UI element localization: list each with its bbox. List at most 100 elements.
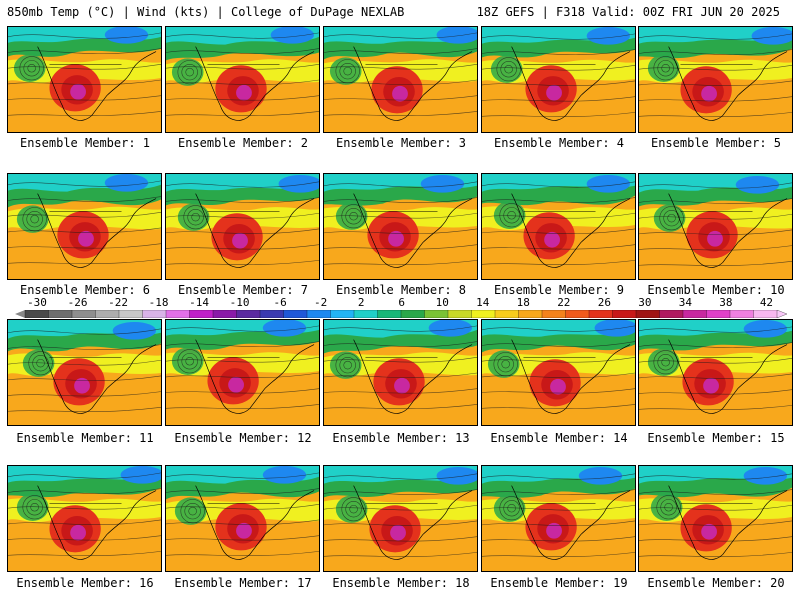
ensemble-member-label: Ensemble Member: 2 [177, 136, 309, 150]
colorbar-swatch [283, 310, 308, 318]
colorbar-tick-label: 42 [759, 296, 774, 309]
colorbar-tick-label: 6 [398, 296, 406, 309]
colorbar-swatch [706, 310, 731, 318]
ensemble-member-map [165, 173, 320, 280]
ensemble-member-map [481, 465, 636, 572]
colorbar-tick-label: -2 [314, 296, 328, 309]
colorbar-swatch [753, 310, 778, 318]
map-title: 850mb Temp (°C) | Wind (kts) | College o… [7, 5, 405, 19]
ensemble-member-label: Ensemble Member: 11 [16, 431, 154, 445]
colorbar-tick-label: 2 [357, 296, 365, 309]
temperature-map [8, 27, 161, 132]
ensemble-member-label: Ensemble Member: 10 [647, 283, 785, 297]
colorbar-swatch [95, 310, 120, 318]
colorbar-swatch [236, 310, 261, 318]
temperature-map [166, 174, 319, 279]
ensemble-member-label: Ensemble Member: 13 [332, 431, 470, 445]
ensemble-member-map [323, 173, 478, 280]
ensemble-member-label: Ensemble Member: 3 [335, 136, 467, 150]
temperature-map [324, 27, 477, 132]
colorbar-tick-label: -10 [229, 296, 250, 309]
colorbar-swatch [71, 310, 97, 318]
colorbar-swatch [682, 310, 708, 318]
colorbar-swatch [353, 310, 379, 318]
colorbar-tick-label: -30 [27, 296, 47, 309]
ensemble-member-map [481, 26, 636, 133]
ensemble-member-map [165, 465, 320, 572]
ensemble-member-label: Ensemble Member: 20 [647, 576, 785, 590]
colorbar-swatch [729, 310, 755, 318]
colorbar-swatch [24, 310, 50, 318]
ensemble-member-label: Ensemble Member: 8 [335, 283, 467, 297]
colorbar-swatch [494, 310, 520, 318]
colorbar-swatch [565, 310, 590, 318]
temperature-map [639, 466, 792, 571]
colorbar-swatch [518, 310, 543, 318]
temperature-map [639, 320, 792, 425]
colorbar-right-arrow [776, 310, 787, 318]
colorbar-swatch [447, 310, 473, 318]
ensemble-member-label: Ensemble Member: 18 [332, 576, 470, 590]
colorbar-swatch [541, 310, 567, 318]
colorbar-swatch [212, 310, 238, 318]
ensemble-member-label: Ensemble Member: 19 [490, 576, 628, 590]
ensemble-member-map [165, 319, 320, 426]
colorbar-swatch [142, 310, 167, 318]
ensemble-member-map [323, 319, 478, 426]
colorbar-tick-label: -14 [189, 296, 210, 309]
ensemble-member-map [481, 319, 636, 426]
colorbar-swatch [588, 310, 614, 318]
temperature-map [482, 466, 635, 571]
ensemble-member-map [7, 173, 162, 280]
colorbar-swatch [400, 310, 426, 318]
colorbar-tick-label: 22 [557, 296, 571, 309]
ensemble-member-map [638, 173, 793, 280]
temperature-map [8, 174, 161, 279]
colorbar-strip [15, 310, 787, 318]
temperature-map [166, 466, 319, 571]
temperature-map [639, 174, 792, 279]
ensemble-member-map [7, 465, 162, 572]
colorbar-swatch [189, 310, 214, 318]
ensemble-member-label: Ensemble Member: 16 [16, 576, 154, 590]
ensemble-member-map [638, 319, 793, 426]
run-valid-time: 18Z GEFS | F318 Valid: 00Z FRI JUN 20 20… [476, 5, 780, 19]
colorbar-tick-label: 14 [476, 296, 490, 309]
colorbar-tick-label: 10 [435, 296, 449, 309]
colorbar-tick-label: -6 [273, 296, 287, 309]
temperature-colorbar: -30 -26 -22 -18 -14 -10 -6 -2 2 6 10 14 18 22 26 30 34 38… [15, 296, 787, 322]
ensemble-member-label: Ensemble Member: 9 [493, 283, 625, 297]
ensemble-member-map [7, 26, 162, 133]
temperature-map [166, 320, 319, 425]
temperature-map [639, 27, 792, 132]
colorbar-tick-label: -26 [67, 296, 88, 309]
temperature-map [324, 174, 477, 279]
colorbar-tick-label: 30 [638, 296, 652, 309]
ensemble-member-map [323, 26, 478, 133]
colorbar-left-arrow [15, 310, 25, 318]
colorbar-tick-label: -18 [148, 296, 169, 309]
colorbar-tick-label: 38 [719, 296, 733, 309]
colorbar-swatch [259, 310, 285, 318]
colorbar-swatch [48, 310, 73, 318]
temperature-map [166, 27, 319, 132]
colorbar-swatch [165, 310, 191, 318]
colorbar-swatch [306, 310, 332, 318]
colorbar-swatch [118, 310, 144, 318]
ensemble-member-map [165, 26, 320, 133]
ensemble-member-label: Ensemble Member: 4 [493, 136, 625, 150]
colorbar-swatch [330, 310, 355, 318]
temperature-map [324, 466, 477, 571]
temperature-map [482, 27, 635, 132]
ensemble-member-label: Ensemble Member: 17 [174, 576, 312, 590]
colorbar-tick-label: -22 [108, 296, 128, 309]
colorbar-swatch [635, 310, 661, 318]
colorbar-tick-label: 34 [678, 296, 693, 309]
ensemble-member-label: Ensemble Member: 12 [174, 431, 312, 445]
colorbar-swatch [612, 310, 637, 318]
ensemble-member-map [638, 465, 793, 572]
ensemble-member-map [481, 173, 636, 280]
ensemble-member-map [638, 26, 793, 133]
colorbar-tick-label: 18 [516, 296, 530, 309]
temperature-map [482, 174, 635, 279]
